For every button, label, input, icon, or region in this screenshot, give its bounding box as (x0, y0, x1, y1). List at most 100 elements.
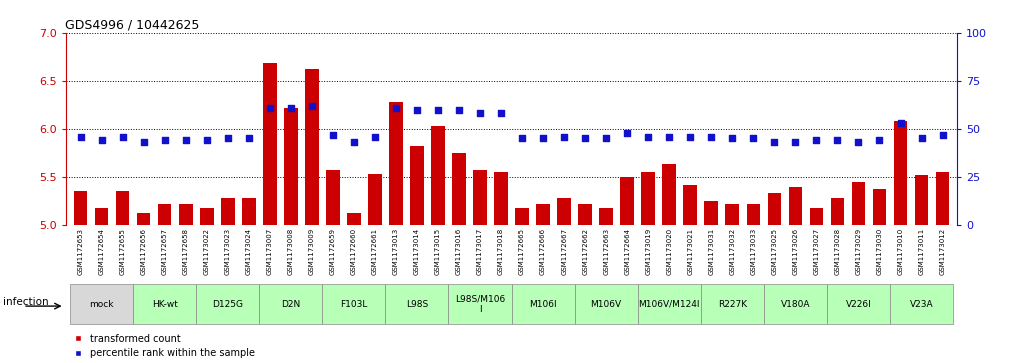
Text: GSM1173033: GSM1173033 (751, 228, 757, 275)
Point (850, 139, 866, 145)
Text: GSM1173032: GSM1173032 (729, 228, 735, 275)
Point (430, 107, 446, 113)
Bar (305, 69, 319, 225)
Text: GSM1173012: GSM1173012 (940, 228, 945, 275)
Bar (179, 204, 192, 225)
Text: GSM1173020: GSM1173020 (667, 228, 673, 275)
Point (724, 136, 741, 142)
Point (892, 120, 909, 126)
Bar (536, 204, 550, 225)
Bar (768, 193, 781, 225)
Text: GSM1173008: GSM1173008 (288, 228, 294, 275)
Point (514, 136, 530, 142)
Text: GSM1173030: GSM1173030 (876, 228, 882, 275)
Text: V226I: V226I (846, 299, 871, 309)
Point (451, 107, 467, 113)
Text: GSM1173017: GSM1173017 (477, 228, 483, 275)
Text: GSM1172666: GSM1172666 (540, 228, 546, 275)
Bar (322, 284, 385, 324)
Text: GSM1172658: GSM1172658 (182, 228, 188, 275)
Bar (326, 170, 339, 225)
Text: L98S: L98S (406, 299, 428, 309)
Text: GSM1172661: GSM1172661 (372, 228, 378, 275)
Point (93, 138, 109, 143)
Point (598, 136, 614, 142)
Point (871, 138, 887, 143)
Point (157, 138, 173, 143)
Text: GDS4996 / 10442625: GDS4996 / 10442625 (65, 19, 200, 32)
Text: GSM1173031: GSM1173031 (708, 228, 714, 275)
Point (220, 136, 236, 142)
Bar (704, 201, 718, 225)
Point (661, 134, 678, 139)
Bar (385, 284, 449, 324)
Text: D2N: D2N (282, 299, 301, 309)
Bar (701, 284, 764, 324)
Bar (432, 126, 445, 225)
Point (241, 136, 257, 142)
Point (388, 105, 404, 111)
Point (934, 132, 950, 138)
Bar (115, 191, 130, 225)
Text: GSM1173022: GSM1173022 (204, 228, 210, 275)
Text: GSM1173016: GSM1173016 (456, 228, 462, 275)
Text: mock: mock (89, 299, 113, 309)
Text: GSM1172656: GSM1172656 (141, 228, 147, 275)
Text: V23A: V23A (910, 299, 933, 309)
Text: GSM1172655: GSM1172655 (120, 228, 126, 275)
Point (682, 134, 698, 139)
Text: D125G: D125G (213, 299, 243, 309)
Text: M106V/M124I: M106V/M124I (638, 299, 700, 309)
Bar (263, 64, 277, 225)
Bar (809, 208, 824, 225)
Text: GSM1172667: GSM1172667 (561, 228, 567, 275)
Bar (872, 188, 886, 225)
Point (304, 103, 320, 109)
Text: V180A: V180A (781, 299, 810, 309)
Bar (473, 170, 487, 225)
Point (472, 111, 488, 117)
Bar (764, 284, 827, 324)
Text: F103L: F103L (340, 299, 368, 309)
Bar (684, 185, 697, 225)
Bar (242, 198, 255, 225)
Bar (600, 208, 613, 225)
Text: GSM1173011: GSM1173011 (919, 228, 925, 275)
Bar (368, 174, 382, 225)
Text: GSM1173010: GSM1173010 (898, 228, 904, 275)
Text: GSM1173027: GSM1173027 (813, 228, 820, 275)
Bar (578, 204, 592, 225)
Point (114, 134, 131, 139)
Text: GSM1173015: GSM1173015 (435, 228, 441, 275)
Point (619, 130, 635, 136)
Point (577, 136, 594, 142)
Bar (452, 153, 466, 225)
Point (177, 138, 193, 143)
Point (830, 138, 846, 143)
Bar (890, 284, 953, 324)
Bar (494, 172, 508, 225)
Bar (95, 208, 108, 225)
Text: GSM1172665: GSM1172665 (519, 228, 525, 275)
Point (914, 136, 930, 142)
Text: M106I: M106I (529, 299, 557, 309)
Bar (852, 182, 865, 225)
Bar (915, 175, 928, 225)
Point (345, 139, 362, 145)
Bar (725, 204, 739, 225)
Bar (259, 284, 322, 324)
Point (703, 134, 719, 139)
Text: infection: infection (3, 297, 49, 307)
Bar (512, 284, 574, 324)
Text: GSM1173023: GSM1173023 (225, 228, 231, 275)
Point (199, 138, 215, 143)
Text: GSM1172664: GSM1172664 (624, 228, 630, 275)
Text: M106V: M106V (591, 299, 622, 309)
Bar (389, 102, 403, 225)
Point (808, 138, 825, 143)
Text: GSM1173024: GSM1173024 (246, 228, 252, 275)
Bar (831, 198, 844, 225)
Bar (557, 198, 571, 225)
Text: GSM1172654: GSM1172654 (98, 228, 104, 275)
Point (640, 134, 656, 139)
